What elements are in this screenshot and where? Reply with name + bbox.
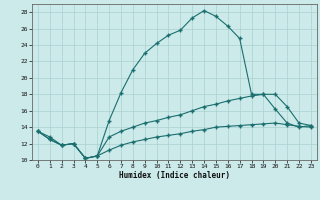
X-axis label: Humidex (Indice chaleur): Humidex (Indice chaleur) (119, 171, 230, 180)
